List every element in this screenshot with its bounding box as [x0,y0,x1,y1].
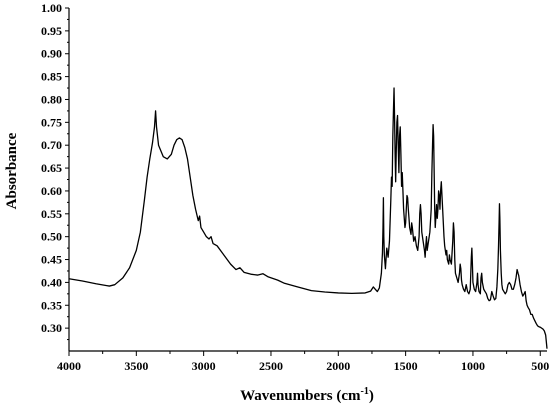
plot-frame [68,8,547,352]
x-tick-label: 3500 [124,359,148,373]
y-axis-ticks: 0.30 0.35 0.40 0.45 0.50 0.55 0.60 0.65 0.70 0.75… [41,1,69,341]
x-tick-label: 1500 [394,359,418,373]
x-tick-label: 1000 [461,359,485,373]
y-tick-label: 1.00 [41,1,62,15]
y-tick-label: 0.85 [41,70,62,84]
x-axis-title: Wavenumbers (cm-1) [240,386,374,404]
y-axis-title: Absorbance [4,132,20,209]
x-tick-label: 500 [531,359,549,373]
y-tick-label: 0.50 [41,230,62,244]
y-tick-label: 0.40 [41,275,62,289]
y-tick-label: 0.60 [41,184,62,198]
y-tick-label: 0.45 [41,253,62,267]
y-tick-label: 0.55 [41,207,62,221]
y-tick-label: 0.90 [41,47,62,61]
y-tick-label: 0.35 [41,298,62,312]
x-axis-ticks: 4000 3500 3000 2500 2000 1500 1000 500 [57,351,549,373]
y-tick-label: 0.65 [41,161,62,175]
x-tick-label: 2500 [259,359,283,373]
y-tick-label: 0.80 [41,92,62,106]
y-tick-label: 0.30 [41,321,62,335]
x-tick-label: 4000 [57,359,81,373]
series-layer [68,87,548,349]
spectrum-series-line [68,87,548,349]
x-axis-title-main: Wavenumbers (cm [240,388,361,404]
y-tick-label: 0.70 [41,138,62,152]
x-tick-label: 3000 [192,359,216,373]
x-axis-title-superscript: -1 [361,386,369,397]
x-tick-label: 2000 [326,359,350,373]
y-tick-label: 0.75 [41,115,62,129]
y-tick-label: 0.95 [41,24,62,38]
x-axis-title-end: ) [369,388,374,404]
